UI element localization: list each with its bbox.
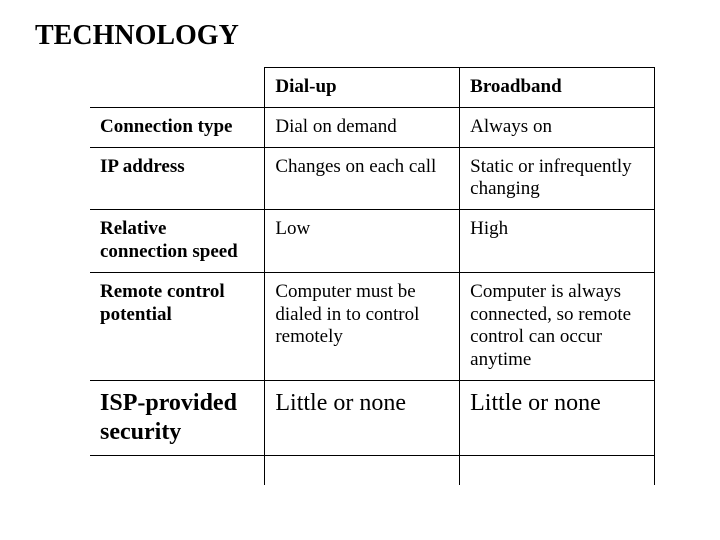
- row-label-ip-address: IP address: [90, 147, 265, 210]
- cell-broadband-security: Little or none: [460, 380, 655, 455]
- cell-broadband-ip: Static or infrequently changing: [460, 147, 655, 210]
- table-row: Connection type Dial on demand Always on: [90, 107, 655, 147]
- cell-dialup-remote: Computer must be dialed in to control re…: [265, 272, 460, 380]
- header-empty-cell: [90, 68, 265, 108]
- row-label-speed: Relative connection speed: [90, 210, 265, 273]
- cell-dialup-connection: Dial on demand: [265, 107, 460, 147]
- table-row: IP address Changes on each call Static o…: [90, 147, 655, 210]
- cell-dialup-ip: Changes on each call: [265, 147, 460, 210]
- empty-cell: [460, 455, 655, 485]
- table-header-row: Dial-up Broadband: [90, 68, 655, 108]
- table-row: Relative connection speed Low High: [90, 210, 655, 273]
- cell-broadband-speed: High: [460, 210, 655, 273]
- cell-dialup-security: Little or none: [265, 380, 460, 455]
- empty-cell: [265, 455, 460, 485]
- empty-cell: [90, 455, 265, 485]
- cell-dialup-speed: Low: [265, 210, 460, 273]
- header-dialup: Dial-up: [265, 68, 460, 108]
- technology-comparison-table: Dial-up Broadband Connection type Dial o…: [90, 67, 655, 485]
- header-broadband: Broadband: [460, 68, 655, 108]
- page-title: TECHNOLOGY: [35, 20, 685, 52]
- table-row: Remote control potential Computer must b…: [90, 272, 655, 380]
- table-empty-row: [90, 455, 655, 485]
- row-label-isp-security: ISP-provided security: [90, 380, 265, 455]
- cell-broadband-connection: Always on: [460, 107, 655, 147]
- table-row: ISP-provided security Little or none Lit…: [90, 380, 655, 455]
- row-label-connection-type: Connection type: [90, 107, 265, 147]
- row-label-remote: Remote control potential: [90, 272, 265, 380]
- cell-broadband-remote: Computer is always connected, so remote …: [460, 272, 655, 380]
